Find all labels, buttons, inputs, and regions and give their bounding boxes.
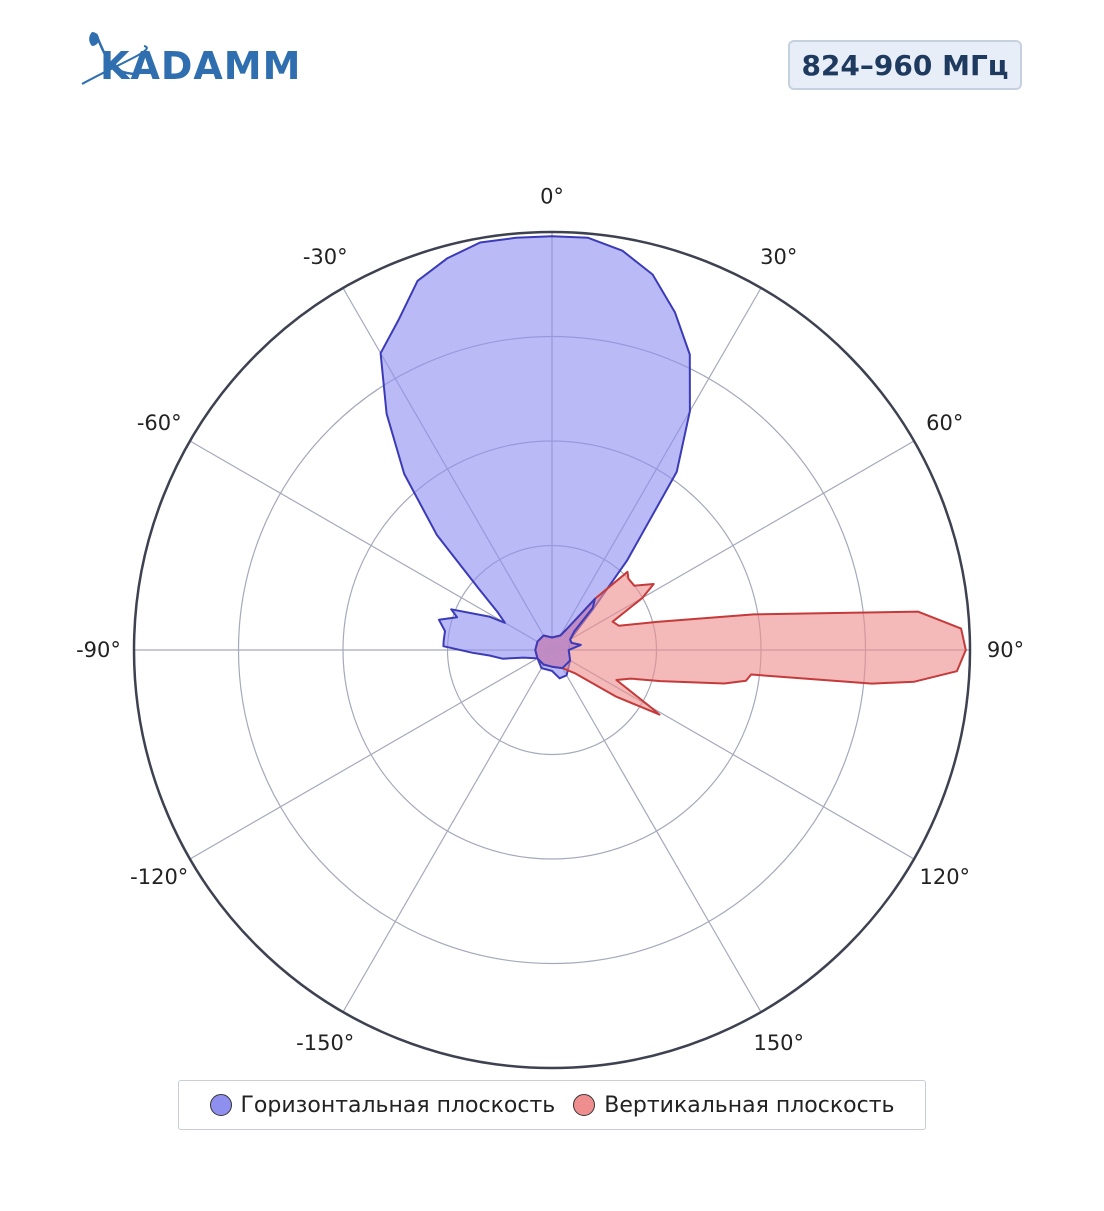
- chart-legend: Горизонтальная плоскость Вертикальная пл…: [178, 1080, 926, 1130]
- angular-tick-label: 0°: [540, 184, 564, 208]
- series-overlap-region: [534, 597, 596, 670]
- legend-label-horizontal: Горизонтальная плоскость: [240, 1092, 556, 1118]
- angular-labels: 0° 30° 60° 90° 120° 150° -150° -120° -90° -60° -30…: [76, 184, 1024, 1054]
- kadamm-logo: [81, 32, 148, 85]
- angular-tick-label: 30°: [760, 245, 797, 269]
- angular-tick-label: -30°: [303, 245, 348, 269]
- angular-tick-label: 150°: [753, 1031, 804, 1055]
- logo-text: KADAMM: [100, 44, 302, 88]
- angular-tick-label: 90°: [987, 638, 1024, 662]
- angular-tick-label: -90°: [76, 638, 121, 662]
- angular-tick-label: 60°: [926, 411, 963, 435]
- legend-label-vertical: Вертикальная плоскость: [604, 1092, 895, 1118]
- outer-circle: [132, 230, 972, 1070]
- legend-marker-vertical: [573, 1094, 596, 1116]
- legend-item-vertical[interactable]: Вертикальная плоскость: [573, 1093, 894, 1118]
- outer-ring: [132, 230, 972, 1070]
- frequency-badge: 824–960 МГц: [788, 40, 1022, 90]
- angular-spoke-6: [342, 649, 553, 1013]
- angular-tick-label: -120°: [130, 865, 188, 889]
- angular-spoke-5: [551, 649, 762, 1013]
- angular-tick-label: -60°: [137, 411, 182, 435]
- legend-item-horizontal[interactable]: Горизонтальная плоскость: [209, 1092, 556, 1118]
- angular-tick-label: -150°: [296, 1031, 354, 1055]
- angular-tick-label: 120°: [919, 865, 970, 889]
- angular-spoke-9: [189, 440, 553, 651]
- series-horizontal-plane: [379, 235, 691, 680]
- legend-marker-horizontal: [209, 1094, 232, 1116]
- series-layer: [379, 235, 967, 716]
- polar-chart: 0° 30° 60° 90° 120° 150° -150° -120° -90° -60° -30…: [76, 184, 1024, 1070]
- logo-swoosh-icon: [81, 45, 148, 85]
- angular-spoke-7: [189, 649, 553, 860]
